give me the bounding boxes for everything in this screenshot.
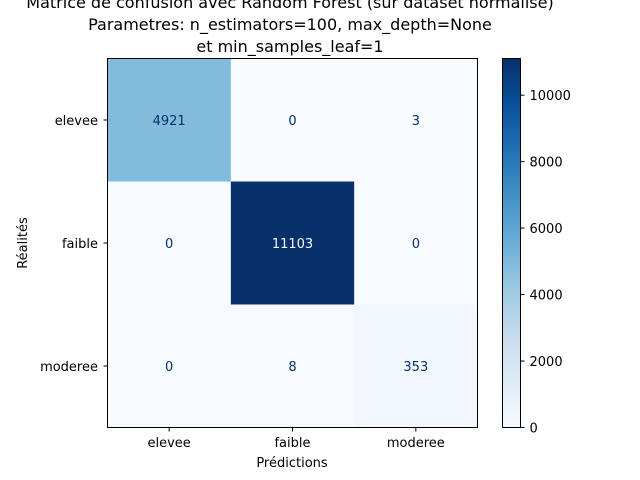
heatmap-cell bbox=[230, 58, 355, 182]
y-tick-label: moderee bbox=[40, 360, 98, 375]
y-axis-ticks: elevee faible moderee bbox=[40, 114, 108, 375]
x-axis-ticks: elevee faible moderee bbox=[148, 427, 445, 451]
x-tick-label: moderee bbox=[387, 436, 445, 451]
heatmap-cell bbox=[354, 304, 478, 428]
x-axis-label: Prédictions bbox=[256, 456, 328, 471]
heatmap-cell bbox=[107, 304, 232, 428]
cell-value-label: 0 bbox=[165, 237, 173, 252]
cell-value-label: 0 bbox=[165, 360, 173, 375]
heatmap-cells bbox=[107, 58, 478, 428]
colorbar-tick-label: 2000 bbox=[530, 355, 563, 370]
heatmap-cell bbox=[107, 58, 232, 182]
heatmap-cell bbox=[230, 181, 355, 305]
colorbar-tick-label: 10000 bbox=[530, 89, 571, 104]
cell-value-labels: 4921 0 3 0 11103 0 0 8 353 bbox=[153, 114, 429, 375]
heatmap-cell bbox=[107, 181, 232, 305]
y-tick-label: faible bbox=[62, 237, 98, 252]
chart-title-line-2: Parametres: n_estimators=100, max_depth=… bbox=[88, 15, 492, 34]
x-tick-label: elevee bbox=[148, 436, 191, 451]
y-tick-label: elevee bbox=[55, 114, 98, 129]
colorbar-tick-label: 8000 bbox=[530, 156, 563, 171]
x-tick-label: faible bbox=[274, 436, 310, 451]
heatmap-cell bbox=[354, 58, 478, 182]
y-axis-label: Réalités bbox=[16, 217, 31, 269]
cell-value-label: 4921 bbox=[153, 114, 186, 129]
cell-value-label: 0 bbox=[412, 237, 420, 252]
colorbar-ticks: 0 2000 4000 6000 8000 10000 bbox=[520, 89, 571, 437]
cell-value-label: 11103 bbox=[272, 237, 313, 252]
cell-value-label: 353 bbox=[403, 360, 428, 375]
cell-value-label: 0 bbox=[288, 114, 296, 129]
chart-title-line-1: Matrice de confusion avec Random Forest … bbox=[26, 0, 554, 12]
colorbar-tick-label: 0 bbox=[530, 422, 538, 437]
colorbar-tick-label: 6000 bbox=[530, 222, 563, 237]
heatmap-cell bbox=[230, 304, 355, 428]
heatmap-cell bbox=[354, 181, 478, 305]
colorbar-tick-label: 4000 bbox=[530, 289, 563, 304]
chart-title-line-3: et min_samples_leaf=1 bbox=[196, 37, 384, 56]
cell-value-label: 3 bbox=[412, 114, 420, 129]
cell-value-label: 8 bbox=[288, 360, 296, 375]
chart-title: Matrice de confusion avec Random Forest … bbox=[0, 0, 580, 58]
colorbar bbox=[502, 58, 521, 428]
